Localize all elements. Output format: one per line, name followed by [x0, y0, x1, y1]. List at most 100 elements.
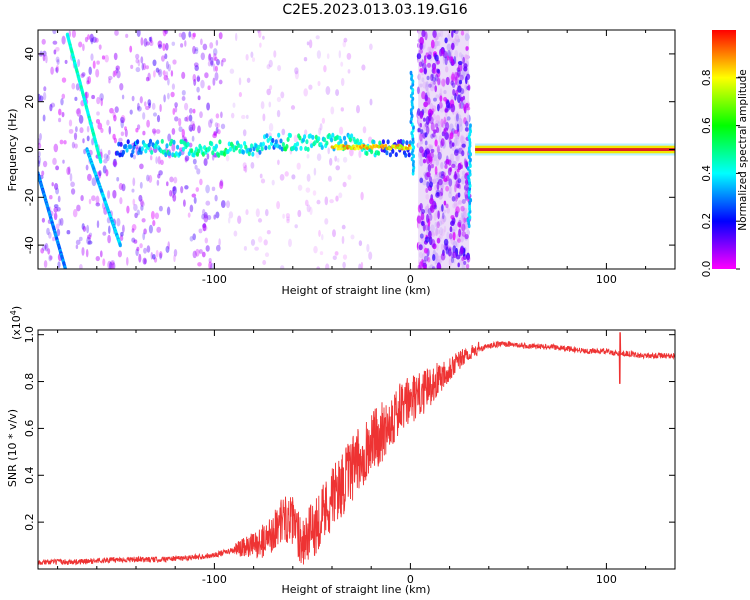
heatmap-cell [369, 98, 373, 106]
heatmap-cell [426, 62, 432, 68]
heatmap-cell [424, 132, 428, 138]
heatmap-cell [106, 119, 110, 126]
heatmap-cell [203, 214, 209, 223]
heatmap-cell [354, 147, 357, 151]
heatmap-cell [268, 101, 272, 108]
heatmap-cell [445, 158, 450, 165]
heatmap-cell [252, 146, 256, 152]
heatmap-cell [176, 144, 180, 150]
y-tick-label: -20 [23, 188, 36, 206]
heatmap-cell [304, 129, 308, 136]
heatmap-cell [445, 185, 449, 192]
heatmap-cell [339, 138, 343, 144]
heatmap-cell [246, 77, 251, 83]
heatmap-cell [152, 112, 158, 117]
heatmap-cell [82, 138, 85, 144]
heatmap-cell [46, 227, 50, 236]
heatmap-cell [180, 186, 184, 194]
heatmap-cell [114, 106, 119, 113]
heatmap-cell [303, 57, 308, 62]
y-tick-label: -40 [23, 236, 36, 254]
heatmap-cell [281, 128, 286, 136]
heatmap-cell [145, 76, 150, 82]
heatmap-cell [171, 142, 176, 152]
heatmap-cell [303, 88, 308, 97]
heatmap-cell [212, 63, 216, 72]
heatmap-cell [146, 119, 150, 128]
heatmap-cell [465, 263, 470, 269]
heatmap-cell [159, 251, 163, 259]
heatmap-cell [384, 143, 388, 148]
heatmap-cell [57, 261, 61, 269]
heatmap-cell [115, 67, 119, 74]
heatmap-cell [184, 155, 190, 162]
heatmap-cell [144, 148, 148, 154]
heatmap-cell [190, 148, 194, 154]
heatmap-cell [138, 253, 142, 263]
heatmap-cell [157, 173, 161, 179]
heatmap-cell [120, 231, 124, 237]
heatmap-cell [313, 245, 318, 254]
heatmap-cell [120, 131, 125, 137]
heatmap-cell [169, 176, 174, 183]
heatmap-cell [75, 244, 79, 250]
heatmap-cell [250, 51, 254, 58]
heatmap-cell [452, 245, 457, 254]
heatmap-cell [178, 126, 183, 133]
heatmap-cell [432, 66, 437, 75]
heatmap-cell [169, 189, 173, 197]
heatmap-cell [436, 191, 440, 197]
heatmap-cell [189, 204, 194, 213]
heatmap-cell [118, 152, 122, 158]
heatmap-cell [338, 192, 343, 199]
heatmap-cell [174, 116, 179, 122]
heatmap-cell [41, 38, 46, 45]
heatmap-cell [43, 260, 48, 268]
heatmap-cell [456, 123, 460, 133]
heatmap-cell [250, 238, 256, 246]
heatmap-cell [87, 234, 92, 240]
heatmap-cell [342, 181, 347, 188]
heatmap-cell [445, 76, 450, 86]
heatmap-cell [294, 70, 299, 80]
heatmap-cell [323, 65, 327, 73]
heatmap-cell [257, 236, 263, 243]
heatmap-cell [257, 144, 261, 150]
heatmap-cell [417, 127, 421, 133]
heatmap-cell [280, 91, 285, 99]
heatmap-cell [444, 37, 448, 44]
heatmap-cell [341, 235, 345, 245]
heatmap-cell [457, 183, 462, 190]
heatmap-cell [39, 50, 43, 56]
heatmap-cell [186, 141, 190, 147]
heatmap-cell [199, 145, 203, 151]
heatmap-cell [215, 244, 221, 252]
heatmap-cell [63, 266, 67, 269]
heatmap-cell [60, 217, 64, 226]
heatmap-cell [356, 104, 360, 114]
heatmap-cell [429, 205, 434, 212]
heatmap-cell [84, 91, 90, 99]
heatmap-cell [147, 99, 152, 106]
heatmap-cell [75, 83, 80, 91]
heatmap-cell [173, 248, 178, 257]
heatmap-cell [304, 146, 308, 152]
heatmap-cell [115, 65, 120, 71]
heatmap-cell [451, 142, 455, 147]
heatmap-cell [451, 60, 455, 66]
heatmap-cell [128, 144, 133, 150]
heatmap-cell [214, 122, 219, 128]
heatmap-cell [87, 34, 90, 40]
heatmap-cell [205, 245, 210, 252]
heatmap-cell [329, 157, 333, 166]
snr-frame [37, 329, 676, 570]
heatmap-cell [126, 256, 129, 266]
heatmap-cell [52, 236, 55, 242]
heatmap-cell [149, 154, 153, 161]
heatmap-cell [81, 72, 86, 77]
heatmap-cell [116, 177, 120, 182]
heatmap-cell [260, 146, 264, 152]
heatmap-cell [220, 200, 226, 209]
heatmap-cell [295, 141, 300, 147]
colorbar-ticks: 0.0 0.2 0.4 0.6 0.8 [701, 69, 740, 277]
